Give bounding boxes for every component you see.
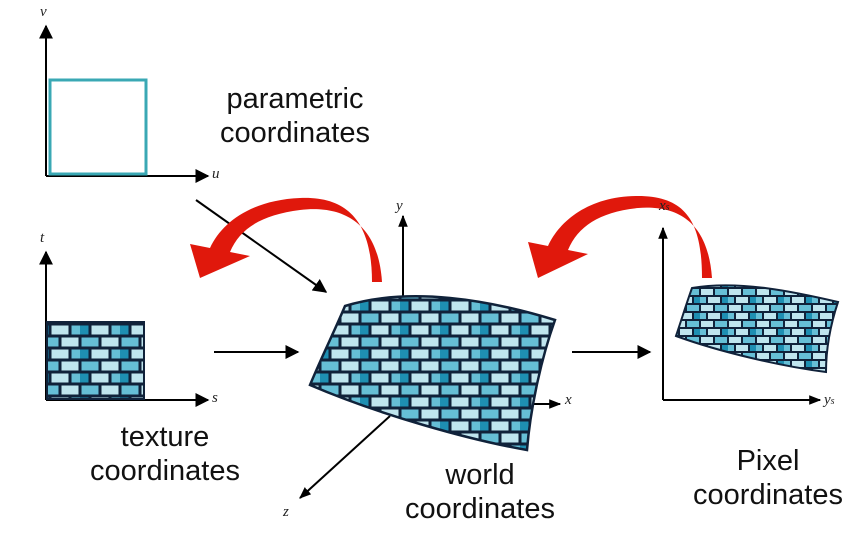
axis-pixel-y-label: ys (824, 392, 835, 408)
parametric-to-world-arrow (195, 199, 328, 293)
axis-pixel-x-label: xs (659, 198, 670, 214)
parametric-axes (39, 24, 210, 183)
axis-s-label: s (212, 390, 218, 406)
axis-world-x-label: x (565, 392, 572, 408)
texture-brick-patch (46, 321, 145, 400)
axis-world-z-label: z (283, 504, 289, 520)
parametric-coordinates-label: parametric coordinates (220, 83, 370, 150)
world-coordinates-label: world coordinates (405, 459, 555, 526)
pixel-coordinates-label: Pixel coordinates (693, 445, 843, 512)
axis-world-y-label: y (396, 198, 403, 214)
pixel-axes (658, 226, 822, 405)
red-arrow-world-to-texture (190, 197, 382, 282)
axis-u-label: u (212, 166, 220, 182)
red-arrow-pixel-to-world (528, 196, 712, 278)
axis-v-label: v (40, 4, 47, 20)
axis-t-label: t (40, 230, 45, 246)
parametric-square (48, 78, 148, 176)
pixel-brick-surface (674, 284, 840, 374)
texture-axes (39, 250, 210, 407)
texture-coordinates-label: texture coordinates (90, 421, 240, 488)
world-brick-surface (308, 295, 557, 452)
